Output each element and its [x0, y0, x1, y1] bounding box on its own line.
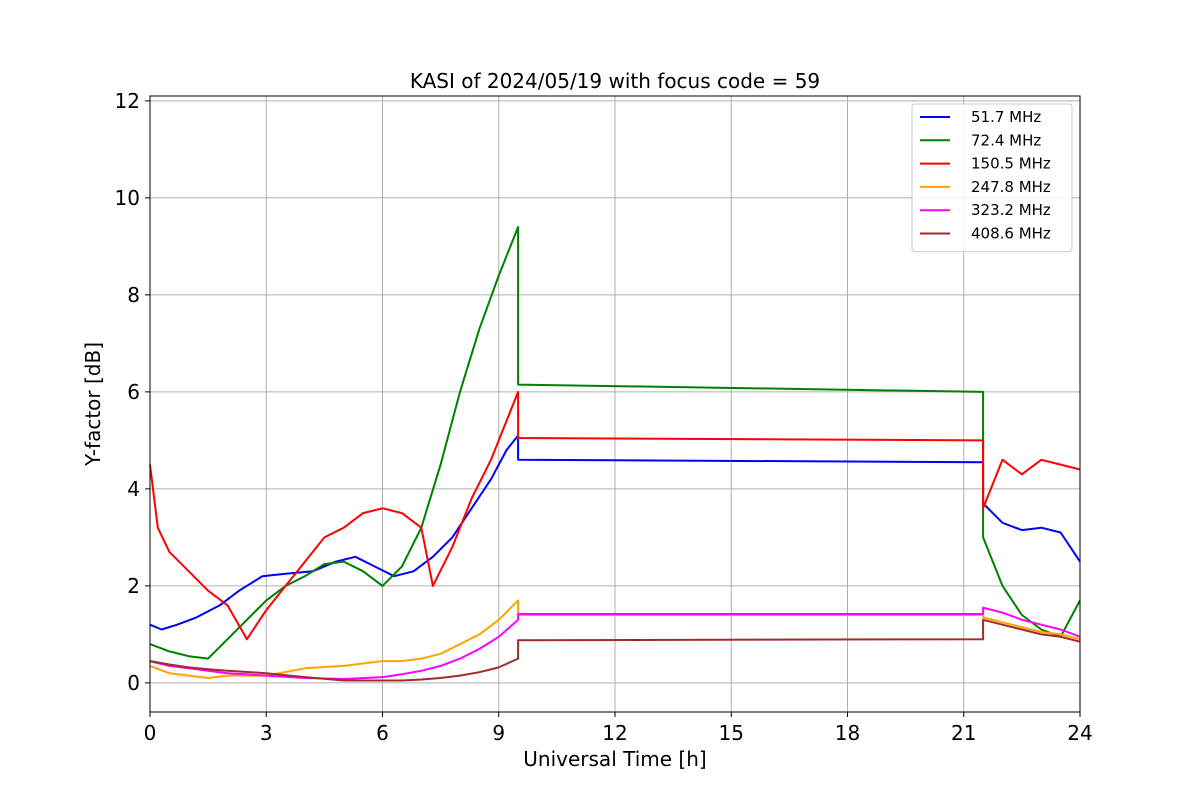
x-tick-label: 0: [144, 721, 157, 745]
x-tick-label: 9: [492, 721, 505, 745]
series-line-0: [149, 434, 1081, 631]
y-tick-label: 8: [127, 283, 140, 307]
x-tick-label: 3: [260, 721, 273, 745]
series-line-2: [149, 390, 1081, 641]
series-line-1: [149, 226, 1081, 660]
series-line-5: [149, 618, 1081, 682]
x-tick-label: 12: [602, 721, 627, 745]
chart-title: KASI of 2024/05/19 with focus code = 59: [410, 69, 820, 93]
x-tick-label: 24: [1067, 721, 1092, 745]
y-tick-label: 10: [115, 186, 140, 210]
legend-label: 51.7 MHz: [971, 108, 1041, 126]
y-tick-label: 0: [127, 671, 140, 695]
y-tick-label: 6: [127, 380, 140, 404]
legend-label: 72.4 MHz: [971, 131, 1041, 149]
legend-label: 247.8 MHz: [971, 178, 1051, 196]
x-axis-label: Universal Time [h]: [523, 747, 706, 771]
legend-label: 323.2 MHz: [971, 201, 1051, 219]
legend-box: [911, 103, 1073, 253]
series-line-4: [149, 606, 1081, 680]
legend-label: 150.5 MHz: [971, 155, 1051, 173]
y-tick-label: 12: [115, 89, 140, 113]
y-tick-label: 2: [127, 574, 140, 598]
x-tick-label: 18: [835, 721, 860, 745]
y-axis-label: Y-factor [dB]: [81, 342, 105, 467]
x-tick-label: 21: [951, 721, 976, 745]
x-tick-label: 15: [719, 721, 744, 745]
legend-label: 408.6 MHz: [971, 225, 1051, 243]
x-tick-label: 6: [376, 721, 389, 745]
y-tick-label: 4: [127, 477, 140, 501]
legend: 51.7 MHz 72.4 MHz 150.5 MHz 247.8 MHz 323.2…: [911, 103, 1073, 253]
series-line-3: [149, 599, 1081, 679]
